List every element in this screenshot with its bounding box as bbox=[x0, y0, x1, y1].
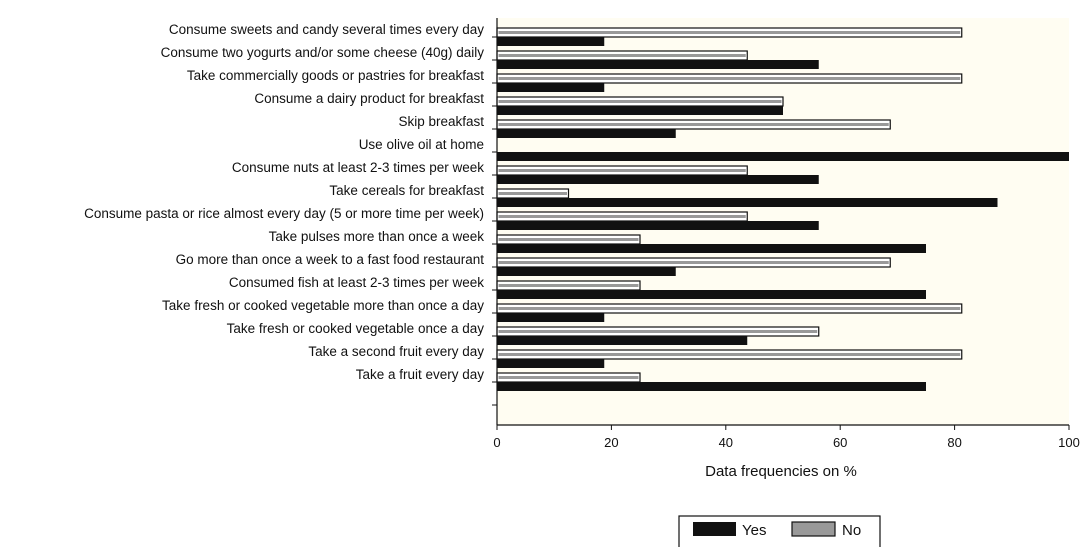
category-label-9: Take pulses more than once a week bbox=[269, 229, 485, 244]
legend-label-yes: Yes bbox=[742, 522, 766, 539]
bar-no-fill-10 bbox=[498, 261, 889, 264]
bar-yes-10 bbox=[497, 267, 676, 276]
category-label-14: Take a second fruit every day bbox=[308, 344, 484, 359]
x-tick-label-1: 20 bbox=[604, 435, 618, 450]
category-label-10: Go more than once a week to a fast food … bbox=[176, 252, 485, 267]
category-label-8: Consume pasta or rice almost every day (… bbox=[84, 206, 484, 221]
category-label-7: Take cereals for breakfast bbox=[329, 183, 484, 198]
bar-no-fill-15 bbox=[498, 376, 639, 379]
legend-swatch-yes bbox=[693, 522, 736, 536]
category-label-5: Use olive oil at home bbox=[359, 137, 484, 152]
x-tick-label-0: 0 bbox=[493, 435, 500, 450]
bar-yes-4 bbox=[497, 129, 676, 138]
category-label-11: Consumed fish at least 2-3 times per wee… bbox=[229, 275, 484, 290]
bar-yes-9 bbox=[497, 244, 926, 253]
bar-no-fill-12 bbox=[498, 307, 961, 310]
legend-label-no: No bbox=[842, 522, 861, 539]
x-tick-label-3: 60 bbox=[833, 435, 847, 450]
bar-no-fill-14 bbox=[498, 353, 961, 356]
category-label-0: Consume sweets and candy several times e… bbox=[169, 22, 484, 37]
x-ticks-group: 0 20 40 60 80 100 bbox=[493, 425, 1080, 450]
x-tick-label-2: 40 bbox=[719, 435, 733, 450]
bar-yes-11 bbox=[497, 290, 926, 299]
bar-no-fill-3 bbox=[498, 100, 782, 103]
legend: Yes No bbox=[678, 515, 881, 547]
bar-no-fill-1 bbox=[498, 54, 746, 57]
bar-no-fill-9 bbox=[498, 238, 639, 241]
bar-no-fill-8 bbox=[498, 215, 746, 218]
bar-no-fill-4 bbox=[498, 123, 889, 126]
category-label-4: Skip breakfast bbox=[398, 114, 484, 129]
legend-swatch-no bbox=[791, 521, 836, 537]
x-tick-label-4: 80 bbox=[947, 435, 961, 450]
bar-no-fill-6 bbox=[498, 169, 746, 172]
category-label-15: Take a fruit every day bbox=[356, 367, 485, 382]
bar-no-fill-7 bbox=[498, 192, 567, 195]
x-axis-title: Data frequencies on % bbox=[705, 463, 857, 480]
category-label-3: Consume a dairy product for breakfast bbox=[254, 91, 484, 106]
category-label-13: Take fresh or cooked vegetable once a da… bbox=[227, 321, 485, 336]
bar-yes-12 bbox=[497, 313, 605, 322]
bar-yes-6 bbox=[497, 175, 819, 184]
bar-yes-8 bbox=[497, 221, 819, 230]
bar-yes-0 bbox=[497, 37, 605, 46]
bar-no-fill-2 bbox=[498, 77, 961, 80]
category-label-12: Take fresh or cooked vegetable more than… bbox=[162, 298, 484, 313]
bar-no-fill-0 bbox=[498, 31, 961, 34]
category-labels-group: Consume sweets and candy several times e… bbox=[84, 22, 484, 382]
y-ticks-group bbox=[492, 36, 497, 406]
bar-yes-14 bbox=[497, 359, 605, 368]
bar-yes-1 bbox=[497, 60, 819, 69]
category-label-6: Consume nuts at least 2-3 times per week bbox=[232, 160, 484, 175]
bar-yes-7 bbox=[497, 198, 998, 207]
category-label-1: Consume two yogurts and/or some cheese (… bbox=[161, 45, 485, 60]
x-tick-label-5: 100 bbox=[1058, 435, 1080, 450]
bar-yes-13 bbox=[497, 336, 748, 345]
bar-yes-3 bbox=[497, 106, 783, 115]
bar-no-fill-11 bbox=[498, 284, 639, 287]
bar-yes-15 bbox=[497, 382, 926, 391]
bar-no-fill-13 bbox=[498, 330, 818, 333]
bars-group bbox=[496, 27, 1069, 391]
bar-yes-2 bbox=[497, 83, 605, 92]
category-label-2: Take commercially goods or pastries for … bbox=[187, 68, 484, 83]
bar-yes-5 bbox=[497, 152, 1069, 161]
